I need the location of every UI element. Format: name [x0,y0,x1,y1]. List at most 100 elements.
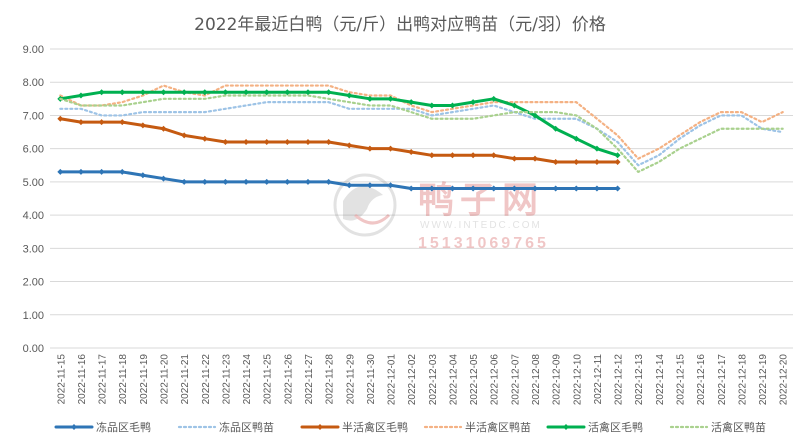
data-point [304,178,311,185]
data-point [77,119,84,126]
data-point [593,185,600,192]
data-point [325,178,332,185]
x-tick-label: 2022-11-27 [304,354,315,405]
data-point [614,152,621,159]
x-tick-label: 2022-11-24 [242,354,253,405]
x-tick-label: 2022-12-01 [387,354,398,406]
series-line-1 [59,101,784,167]
data-point [98,168,105,175]
y-tick-label: 1.00 [23,310,44,322]
x-tick-label: 2022-12-07 [510,354,521,406]
data-point [243,139,250,146]
data-point [511,185,518,192]
x-tick-label: 2022-12-06 [490,354,501,406]
data-point [532,185,539,192]
data-point [428,185,435,192]
data-point [490,185,497,192]
y-tick-label: 3.00 [23,243,44,255]
series-line-0 [58,170,620,191]
x-tick-label: 2022-12-08 [531,354,542,406]
data-point [470,99,477,106]
legend-item: 活禽区毛鸭 [546,420,643,434]
data-point [490,95,497,102]
x-tick-label: 2022-11-20 [160,354,171,405]
data-point [139,172,146,179]
data-point [263,139,270,146]
x-tick-label: 2022-11-22 [201,354,212,405]
y-tick-label: 5.00 [23,177,44,189]
data-point [119,168,126,175]
x-tick-label: 2022-12-03 [428,354,439,406]
legend-item: 活禽区鸭苗 [669,420,766,434]
data-point [201,178,208,185]
x-tick-label: 2022-11-26 [283,354,294,405]
legend-label: 冻品区毛鸭 [96,420,151,434]
x-tick-label: 2022-11-19 [139,354,150,405]
data-point [181,178,188,185]
x-tick-label: 2022-12-20 [779,354,790,406]
data-point [346,92,353,99]
data-point [222,89,229,96]
data-point [284,89,291,96]
x-tick-label: 2022-12-09 [552,354,563,406]
data-point [573,185,580,192]
x-tick-label: 2022-12-19 [758,354,769,406]
y-tick-label: 7.00 [23,110,44,122]
data-point [552,158,559,165]
series-line-2 [58,117,620,164]
data-point [449,185,456,192]
watermark-brand: 鸭子网 [418,179,544,220]
legend-label: 活禽区鸭苗 [711,420,766,434]
data-point [119,89,126,96]
legend-label: 半活禽区毛鸭 [342,420,408,434]
data-point [160,89,167,96]
data-point [490,152,497,159]
x-tick-label: 2022-11-18 [118,354,129,405]
data-point [408,185,415,192]
data-point [325,139,332,146]
data-point [532,155,539,162]
series-line-3 [59,84,784,160]
data-point [387,95,394,102]
data-point [511,102,518,109]
data-point [552,185,559,192]
data-point [428,152,435,159]
data-point [181,89,188,96]
x-tick-label: 2022-11-28 [325,354,336,405]
data-point [552,125,559,132]
x-tick-label: 2022-11-16 [77,354,88,405]
data-point [201,89,208,96]
legend-item: 冻品区鸭苗 [177,420,274,434]
x-tick-label: 2022-12-02 [407,354,418,406]
x-tick-label: 2022-11-23 [221,354,232,405]
data-point [304,139,311,146]
data-point [346,142,353,149]
data-point [263,89,270,96]
x-tick-label: 2022-11-25 [263,354,274,405]
legend-item: 半活禽区毛鸭 [300,420,408,434]
series-line-4 [58,90,620,157]
data-point [222,178,229,185]
data-point [408,99,415,106]
y-tick-label: 0.00 [23,343,44,355]
x-tick-label: 2022-12-17 [717,354,728,406]
data-point [449,152,456,159]
x-tick-label: 2022-12-05 [469,354,480,406]
legend: 冻品区毛鸭 冻品区鸭苗 半活禽区毛鸭 半活禽区鸭苗 活禽区毛鸭 活禽区鸭苗 [54,420,766,434]
x-tick-label: 2022-11-17 [98,354,109,405]
data-point [573,158,580,165]
x-tick-label: 2022-12-14 [655,354,666,406]
legend-marker [71,424,77,430]
x-tick-label: 2022-11-21 [180,354,191,405]
data-point [325,89,332,96]
x-tick-label: 2022-11-15 [56,354,67,405]
x-tick-label: 2022-11-29 [345,354,356,405]
watermark-url: WWW.INTEDC.COM [420,220,542,231]
x-tick-label: 2022-12-11 [593,354,604,405]
watermark: 鸭子网 WWW.INTEDC.COM 15131069765 [333,173,546,252]
chart-title: 2022年最近白鸭（元/斤）出鸭对应鸭苗（元/羽）价格 [194,15,606,35]
series-lines [57,84,784,192]
data-point [243,89,250,96]
data-point [201,135,208,142]
data-point [511,155,518,162]
